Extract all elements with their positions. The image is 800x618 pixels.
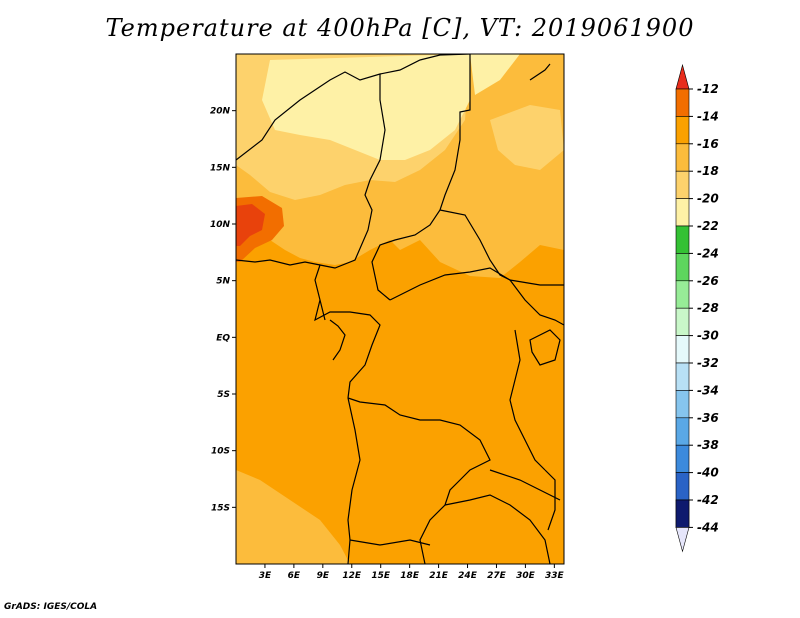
lon-tick-label: 24E bbox=[458, 571, 478, 581]
border-uganda bbox=[509, 279, 564, 326]
border-angola-drc bbox=[347, 397, 491, 564]
colorbar-cell bbox=[675, 362, 690, 391]
colorbar-cell bbox=[675, 253, 690, 282]
coast-gabon bbox=[329, 319, 346, 361]
lon-tick-label: 30E bbox=[516, 571, 536, 581]
lon-tick-label: 3E bbox=[259, 571, 272, 581]
colorbar-label: -40 bbox=[697, 466, 719, 480]
colorbar-label: -36 bbox=[697, 411, 719, 425]
coast-red-sea bbox=[529, 63, 551, 81]
colorbar-label: -38 bbox=[697, 438, 719, 452]
colorbar-cell bbox=[675, 143, 690, 172]
plot-title: Temperature at 400hPa [C], VT: 201906190… bbox=[105, 14, 695, 42]
colorbar-label: -24 bbox=[697, 246, 719, 260]
border-nigeria bbox=[236, 259, 321, 266]
colorbar-label: -28 bbox=[697, 301, 719, 315]
contour-region-12 bbox=[236, 204, 265, 246]
colorbar-label: -32 bbox=[697, 356, 719, 370]
contour-region-22-north bbox=[470, 54, 520, 95]
border-tanzania bbox=[489, 469, 561, 501]
colorbar-cell bbox=[675, 444, 690, 473]
lake-tanganyika bbox=[509, 329, 546, 471]
colorbar-label: -14 bbox=[697, 109, 719, 123]
border-chad-niger bbox=[314, 74, 386, 321]
colorbar-label: -44 bbox=[697, 520, 719, 534]
border-congo bbox=[314, 299, 381, 399]
colorbar-cell bbox=[675, 116, 690, 145]
lake-victoria bbox=[529, 329, 561, 366]
lon-tick-label: 27E bbox=[487, 571, 507, 581]
colorbar-label: -22 bbox=[697, 219, 719, 233]
country-borders bbox=[236, 54, 564, 564]
lat-tick-label: 15S bbox=[211, 503, 230, 513]
colorbar-cell bbox=[675, 280, 690, 309]
lon-tick-label: 15E bbox=[371, 571, 391, 581]
lat-tick-label: 15N bbox=[210, 163, 231, 173]
lon-tick-label: 9E bbox=[317, 571, 330, 581]
colorbar-label: -26 bbox=[697, 274, 719, 288]
temperature-field bbox=[236, 54, 564, 564]
lon-tick-label: 6E bbox=[288, 571, 301, 581]
colorbar-cell bbox=[675, 417, 690, 446]
colorbar-cell bbox=[675, 225, 690, 254]
colorbar-cell bbox=[675, 472, 690, 501]
lon-tick-label: 33E bbox=[545, 571, 565, 581]
lat-tick-label: 10N bbox=[210, 220, 231, 230]
colorbar-cell bbox=[675, 170, 690, 199]
border-car-drc bbox=[389, 267, 511, 301]
longitude-axis: 3E 6E 9E 12E 15E 18E 21E 24E 27E 30E 33E bbox=[259, 564, 565, 581]
map-frame bbox=[235, 53, 565, 565]
lat-tick-label: EQ bbox=[216, 333, 230, 343]
lon-tick-label: 21E bbox=[429, 571, 449, 581]
colorbar-cell bbox=[675, 499, 690, 528]
lat-tick-label: 5N bbox=[216, 277, 230, 287]
grads-credit: GrADS: IGES/COLA bbox=[4, 602, 98, 612]
colorbar-cell bbox=[675, 198, 690, 227]
lon-tick-label: 12E bbox=[342, 571, 362, 581]
colorbar-label: -34 bbox=[697, 383, 719, 397]
lake-malawi bbox=[544, 469, 556, 531]
lat-tick-label: 10S bbox=[211, 447, 230, 457]
contour-region-20-east bbox=[490, 105, 564, 170]
border-sudan-south bbox=[439, 209, 564, 286]
lat-tick-label: 5S bbox=[217, 390, 230, 400]
contour-region-16-coast bbox=[236, 470, 350, 564]
colorbar-top-arrow bbox=[675, 63, 690, 90]
colorbar-cell bbox=[675, 88, 690, 117]
border-chad-sudan bbox=[371, 54, 471, 301]
colorbar: -12 -14 -16 -18 -20 -22 -24 -26 -28 -30 -32 -34 -36 -… bbox=[675, 63, 719, 553]
colorbar-cell bbox=[675, 307, 690, 336]
border-namibia bbox=[349, 539, 431, 546]
border-zambia bbox=[444, 494, 551, 564]
lon-tick-label: 18E bbox=[400, 571, 420, 581]
lat-tick-label: 20N bbox=[210, 107, 231, 117]
colorbar-label: -20 bbox=[697, 192, 719, 206]
latitude-axis: 20N 15N 10N 5N EQ 5S 10S 15S bbox=[210, 107, 236, 513]
colorbar-cell bbox=[675, 390, 690, 419]
colorbar-label: -42 bbox=[697, 493, 719, 507]
colorbar-label: -16 bbox=[697, 137, 719, 151]
colorbar-label: -12 bbox=[697, 82, 719, 96]
colorbar-label: -18 bbox=[697, 164, 719, 178]
colorbar-cell bbox=[675, 335, 690, 364]
border-north bbox=[236, 54, 471, 161]
colorbar-bottom-arrow bbox=[675, 527, 690, 553]
contour-region-22 bbox=[262, 54, 470, 160]
colorbar-label: -30 bbox=[697, 329, 719, 343]
